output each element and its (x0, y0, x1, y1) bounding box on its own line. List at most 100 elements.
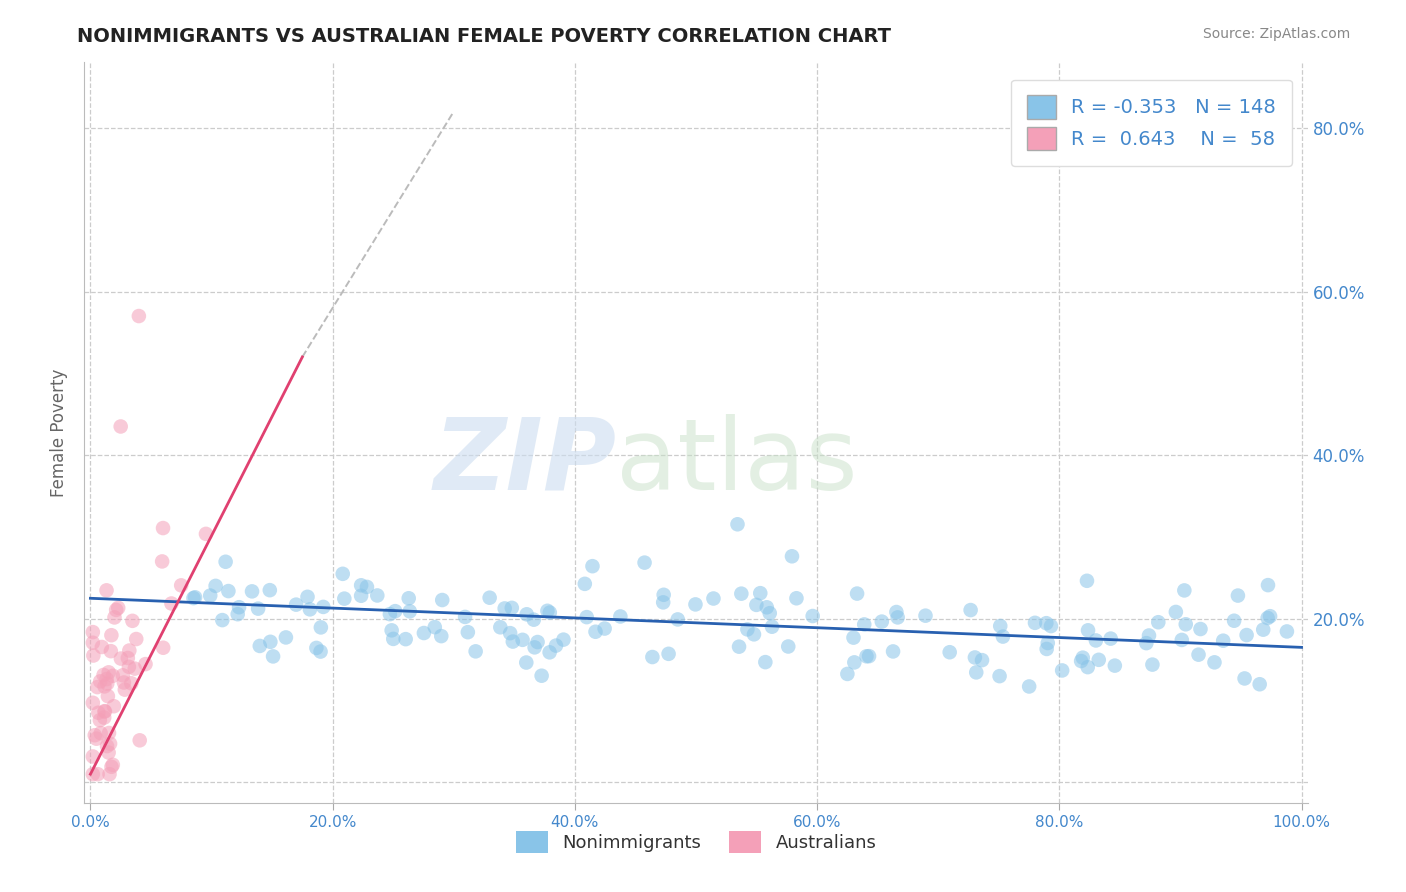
Point (754, 655, 776, 669)
Text: ZIP: ZIP (433, 414, 616, 511)
Point (103, 610, 125, 624)
Point (103, 699, 125, 714)
Point (333, 591, 356, 606)
Point (134, 657, 156, 672)
Point (98, 737, 121, 751)
Point (523, 613, 546, 627)
Point (100, 628, 122, 642)
Point (882, 644, 904, 658)
Point (737, 623, 759, 637)
Point (249, 639, 271, 653)
Point (1135, 636, 1157, 650)
Point (93, 704, 115, 718)
Point (530, 669, 553, 683)
Point (217, 584, 239, 599)
Point (846, 586, 869, 600)
Point (395, 632, 418, 647)
Point (259, 635, 281, 649)
Point (350, 578, 373, 592)
Point (1257, 578, 1279, 592)
Point (1147, 615, 1170, 630)
Point (1173, 583, 1195, 598)
Point (1018, 680, 1040, 694)
Point (1258, 609, 1281, 624)
Point (1142, 657, 1164, 672)
Point (1212, 633, 1234, 648)
Y-axis label: Female Poverty: Female Poverty (51, 368, 69, 497)
Point (350, 589, 373, 603)
Point (761, 620, 783, 634)
Point (93, 668, 115, 682)
Text: NONIMMIGRANTS VS AUSTRALIAN FEMALE POVERTY CORRELATION CHART: NONIMMIGRANTS VS AUSTRALIAN FEMALE POVER… (77, 27, 891, 45)
Point (536, 604, 558, 618)
Point (240, 584, 263, 599)
Point (89, 713, 111, 727)
Point (970, 653, 993, 667)
Point (1226, 589, 1249, 603)
Point (553, 632, 575, 647)
Point (82, 648, 104, 663)
Point (124, 662, 146, 676)
Point (378, 607, 401, 621)
Point (305, 640, 328, 655)
Point (585, 624, 607, 639)
Point (86, 767, 108, 781)
Point (1164, 605, 1187, 619)
Point (309, 620, 332, 634)
Point (499, 626, 522, 640)
Point (101, 757, 124, 772)
Point (575, 610, 598, 624)
Point (128, 309, 150, 323)
Point (1099, 632, 1122, 646)
Point (96, 672, 118, 686)
Point (82, 636, 104, 650)
Point (117, 651, 139, 665)
Point (96, 583, 118, 598)
Point (100, 644, 122, 658)
Point (538, 645, 561, 659)
Point (641, 650, 664, 665)
Point (494, 601, 516, 615)
Point (150, 554, 173, 568)
Point (98, 726, 121, 740)
Point (97, 746, 120, 760)
Point (247, 601, 270, 615)
Point (633, 556, 655, 570)
Point (204, 579, 226, 593)
Point (526, 635, 548, 649)
Point (516, 607, 538, 622)
Point (652, 595, 675, 609)
Point (93, 710, 115, 724)
Point (128, 733, 150, 747)
Point (259, 583, 281, 598)
Point (105, 603, 128, 617)
Point (285, 598, 308, 612)
Point (1039, 619, 1062, 633)
Point (120, 676, 142, 690)
Point (844, 656, 866, 670)
Point (742, 627, 765, 641)
Point (160, 597, 183, 611)
Point (574, 577, 596, 591)
Point (1077, 660, 1099, 674)
Point (914, 608, 936, 623)
Point (478, 591, 501, 605)
Point (515, 656, 537, 670)
Point (118, 643, 141, 657)
Point (870, 615, 893, 629)
Point (1275, 624, 1298, 639)
Point (501, 600, 523, 615)
Point (727, 517, 749, 532)
Point (309, 644, 332, 658)
Point (430, 629, 453, 643)
Point (988, 669, 1011, 683)
Point (785, 591, 807, 606)
Point (965, 665, 987, 680)
Point (107, 600, 129, 615)
Point (959, 603, 981, 617)
Point (464, 644, 486, 658)
Point (274, 631, 297, 645)
Point (728, 640, 751, 654)
Point (988, 619, 1011, 633)
Point (100, 760, 122, 774)
